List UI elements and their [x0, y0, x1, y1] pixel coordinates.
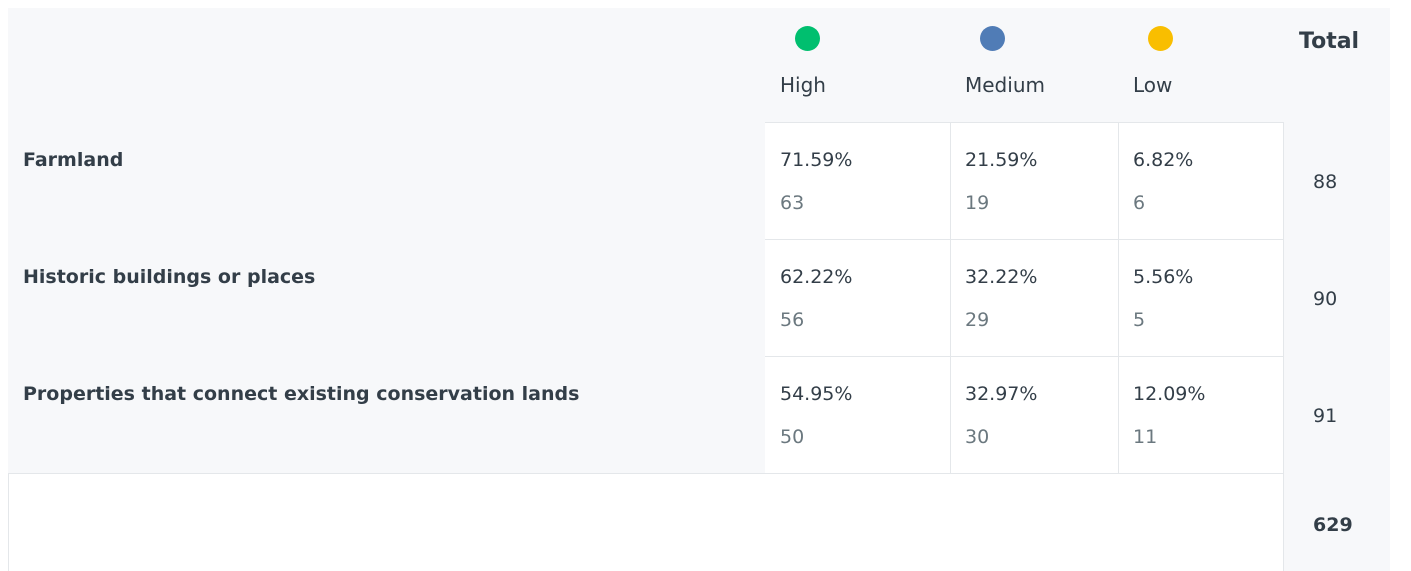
cell-count: 19 — [965, 192, 990, 214]
cell-percent: 62.22% — [780, 266, 853, 288]
column-header: High — [780, 73, 826, 97]
grand-total: 629 — [1313, 514, 1353, 536]
cell-border — [950, 122, 951, 239]
column-header: Medium — [965, 73, 1045, 97]
cell-border — [8, 473, 9, 571]
cell-border — [1283, 473, 1284, 571]
row-total: 91 — [1313, 405, 1338, 427]
total-cell — [1283, 122, 1390, 239]
row-label: Properties that connect existing conserv… — [23, 383, 580, 405]
header-row — [8, 8, 1390, 122]
row-total: 88 — [1313, 171, 1338, 193]
cell-border — [1283, 356, 1284, 473]
cell-count: 5 — [1133, 309, 1146, 331]
cell-percent: 21.59% — [965, 149, 1038, 171]
cell-count: 56 — [780, 309, 805, 331]
cell-count: 63 — [780, 192, 805, 214]
legend-dot — [980, 26, 1005, 51]
cell-count: 30 — [965, 426, 990, 448]
legend-dot — [1148, 26, 1173, 51]
cell-percent: 32.22% — [965, 266, 1038, 288]
cell-border — [1118, 356, 1119, 473]
row-label-cell — [8, 356, 765, 473]
row-total: 90 — [1313, 288, 1338, 310]
cell-border — [950, 239, 951, 356]
total-header: Total — [1299, 29, 1360, 54]
row-label: Historic buildings or places — [23, 266, 316, 288]
total-cell — [1283, 356, 1390, 473]
row-border — [8, 473, 1390, 474]
column-header: Low — [1133, 73, 1173, 97]
cell-border — [950, 356, 951, 473]
row-label: Farmland — [23, 149, 124, 171]
cell-percent: 6.82% — [1133, 149, 1194, 171]
cell-count: 50 — [780, 426, 805, 448]
total-cell — [1283, 473, 1390, 571]
cell-percent: 71.59% — [780, 149, 853, 171]
row-label-cell — [8, 239, 765, 356]
cell-border — [1283, 239, 1284, 356]
total-cell — [1283, 239, 1390, 356]
cell-count: 11 — [1133, 426, 1158, 448]
cell-border — [1283, 122, 1284, 239]
cell-percent: 32.97% — [965, 383, 1038, 405]
cell-count: 6 — [1133, 192, 1146, 214]
cell-percent: 5.56% — [1133, 266, 1194, 288]
cell-percent: 54.95% — [780, 383, 853, 405]
cell-count: 29 — [965, 309, 990, 331]
legend-dot — [795, 26, 820, 51]
cell-border — [1118, 122, 1119, 239]
cell-border — [1118, 239, 1119, 356]
row-label-cell — [8, 122, 765, 239]
cell-percent: 12.09% — [1133, 383, 1206, 405]
